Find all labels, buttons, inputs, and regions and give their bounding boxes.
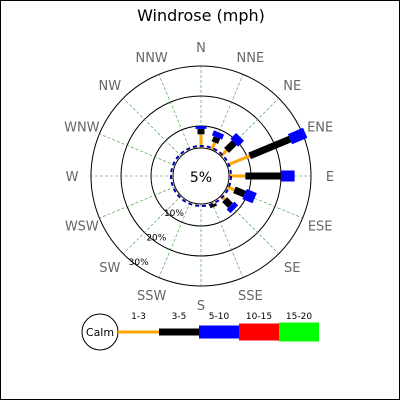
legend-label-1-3: 1-3 xyxy=(131,312,146,322)
chart-title: Windrose (mph) xyxy=(137,6,265,25)
calm-percent-label: 5% xyxy=(190,170,212,186)
legend-swatch-1-3 xyxy=(118,330,159,334)
legend-swatch-10-15 xyxy=(239,323,279,341)
legend-swatch-15-20 xyxy=(279,322,319,342)
grid-spoke-ssw xyxy=(158,201,191,278)
direction-label-ese: ESE xyxy=(308,219,333,234)
legend: Calm 1-3 3-5 5-10 10-15 15-20 xyxy=(81,312,319,351)
grid-spoke-nne xyxy=(211,74,244,151)
direction-label-se: SE xyxy=(284,261,300,276)
grid-spoke-nnw xyxy=(158,74,191,151)
direction-label-e: E xyxy=(326,170,334,185)
bars-layer xyxy=(195,126,308,214)
bar-ne-3-5 xyxy=(224,140,237,153)
direction-label-sw: SW xyxy=(99,261,120,276)
calm-circle xyxy=(172,147,230,205)
direction-label-ssw: SSW xyxy=(137,289,167,304)
calm-rim xyxy=(170,145,232,207)
direction-label-wnw: WNW xyxy=(64,121,100,136)
bar-ene-3-5 xyxy=(248,135,292,160)
bar-ene-5-10 xyxy=(287,127,308,145)
calm-layer: 5% xyxy=(170,145,232,207)
bar-ene-1-3 xyxy=(226,154,251,167)
bar-n-3-5 xyxy=(197,128,205,135)
bar-sse-3-5 xyxy=(209,203,217,209)
legend-label-3-5: 3-5 xyxy=(172,312,187,322)
direction-label-sse: SSE xyxy=(238,289,263,304)
bar-nne-1-3 xyxy=(210,142,217,151)
bar-se-3-5 xyxy=(222,197,233,208)
bar-ese-5-10 xyxy=(242,189,257,204)
legend-label-15-20: 15-20 xyxy=(286,312,312,322)
bar-e-5-10 xyxy=(280,170,295,182)
grid-spoke-se xyxy=(220,195,279,254)
bar-nne-3-5 xyxy=(211,136,221,144)
legend-calm-label: Calm xyxy=(86,326,114,339)
direction-label-ne: NE xyxy=(283,79,301,94)
direction-label-nne: NNE xyxy=(237,51,265,66)
direction-labels: N NNE NE ENE E ESE SE SSE S SSW SW WSW W WNW NW NNW xyxy=(64,41,334,314)
direction-label-s: S xyxy=(197,299,205,314)
direction-label-wsw: WSW xyxy=(65,219,99,234)
legend-label-10-15: 10-15 xyxy=(246,312,272,322)
grid-spoke-nw xyxy=(123,98,182,157)
bar-n-1-3 xyxy=(199,134,203,148)
grid-spoke-wsw xyxy=(99,186,176,219)
direction-label-n: N xyxy=(196,41,206,56)
grid-spoke-ne xyxy=(220,98,279,157)
bar-ese-3-5 xyxy=(233,186,246,198)
direction-label-ene: ENE xyxy=(307,121,333,136)
grid-spoke-ese xyxy=(226,186,303,219)
direction-label-nnw: NNW xyxy=(135,51,167,66)
direction-label-nw: NW xyxy=(98,79,121,94)
radial-tick-label-2: 20% xyxy=(146,233,166,243)
radial-tick-labels: 10% 20% 30% xyxy=(129,209,185,268)
bar-n-5-10 xyxy=(195,126,207,129)
grid-spoke-sw xyxy=(123,195,182,254)
radial-tick-label-3: 30% xyxy=(129,258,149,268)
legend-swatch-3-5 xyxy=(159,328,199,336)
bar-ese-1-3 xyxy=(226,185,235,192)
bar-se-5-10 xyxy=(226,201,239,214)
bar-ne-5-10 xyxy=(230,133,244,147)
direction-label-w: W xyxy=(66,170,79,185)
radial-tick-label-1: 10% xyxy=(164,209,184,219)
grid-spoke-wnw xyxy=(99,133,176,166)
legend-swatch-5-10 xyxy=(199,325,239,339)
grid-spoke-sse xyxy=(211,201,244,278)
legend-label-5-10: 5-10 xyxy=(209,312,230,322)
bar-e-3-5 xyxy=(245,172,281,180)
bar-nne-5-10 xyxy=(211,130,225,140)
bar-e-1-3 xyxy=(229,174,246,178)
